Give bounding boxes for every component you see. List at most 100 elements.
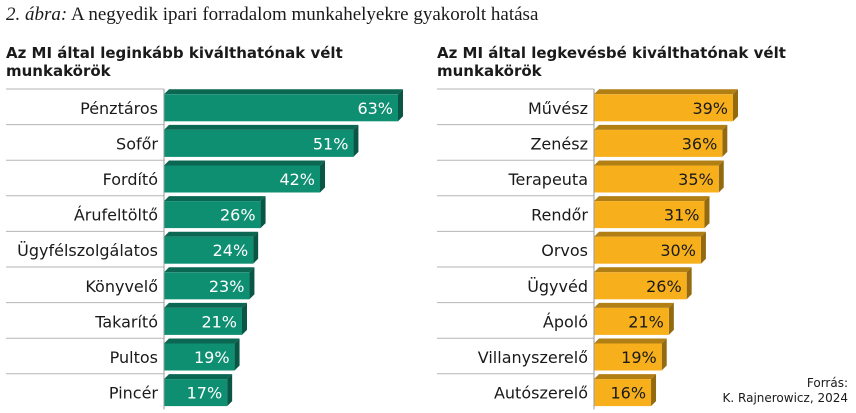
bar-top-face — [594, 124, 728, 130]
bar-top-face — [164, 231, 259, 237]
bar-side-face — [249, 267, 255, 300]
bar — [164, 201, 261, 229]
bar — [594, 307, 669, 335]
category-label: Ápoló — [543, 312, 588, 331]
bar-top-face — [594, 267, 692, 273]
bar-side-face — [704, 196, 710, 229]
source-note: Forrás: K. Rajnerowicz, 2024 — [723, 376, 848, 406]
category-label: Zenész — [530, 134, 588, 153]
bar-side-face — [651, 374, 657, 407]
bar-top-face — [594, 89, 738, 95]
bar-top-face — [164, 302, 247, 308]
category-label: Takarító — [94, 312, 158, 331]
bar-top-face — [594, 160, 724, 166]
bar — [164, 165, 320, 193]
chart-title-line-2: munkakörök — [6, 62, 112, 80]
value-label: 21% — [201, 312, 237, 331]
value-label: 23% — [209, 277, 245, 296]
category-label: Pultos — [110, 348, 158, 367]
bar-side-face — [722, 124, 728, 157]
bar — [164, 272, 250, 300]
value-label: 36% — [682, 134, 718, 153]
bar-side-face — [227, 374, 233, 407]
bar-side-face — [661, 338, 667, 371]
bar-top-face — [164, 89, 403, 95]
value-label: 30% — [660, 241, 696, 260]
bar-side-face — [242, 302, 247, 335]
bar-top-face — [164, 124, 359, 130]
bar-top-face — [164, 267, 255, 273]
bar-top-face — [164, 338, 240, 344]
bar-top-face — [594, 196, 710, 202]
category-label: Orvos — [541, 241, 588, 260]
category-label: Könyvelő — [85, 277, 158, 296]
chart-panel-2: Az MI által legkevésbé kiválthatónak vél… — [437, 44, 786, 410]
source-citation: K. Rajnerowicz, 2024 — [722, 391, 848, 405]
value-label: 35% — [678, 170, 714, 189]
bar — [594, 201, 705, 229]
chart-title-line-2: munkakörök — [437, 62, 543, 80]
bar-top-face — [594, 231, 706, 237]
chart-title-line-1: Az MI által legkevésbé kiválthatónak vél… — [437, 44, 786, 62]
bar-side-face — [668, 302, 674, 335]
bar-side-face — [253, 231, 259, 264]
value-label: 42% — [279, 170, 315, 189]
bar-side-face — [700, 231, 706, 264]
category-label: Pénztáros — [80, 99, 158, 118]
chart-title-line-1: Az MI által leginkább kiválthatónak vélt — [6, 44, 343, 62]
value-label: 24% — [213, 241, 249, 260]
category-label: Pincér — [109, 384, 159, 403]
category-label: Árufeltöltő — [74, 206, 158, 225]
bar — [594, 94, 733, 122]
figure-title: 2. ábra: A negyedik ipari forradalom mun… — [6, 4, 538, 26]
value-label: 16% — [610, 384, 646, 403]
value-label: 31% — [664, 206, 700, 225]
bar — [594, 343, 662, 371]
bar-side-face — [718, 160, 724, 193]
value-label: 26% — [646, 277, 682, 296]
value-label: 17% — [187, 384, 223, 403]
value-label: 26% — [220, 206, 256, 225]
category-label: Ügyvéd — [527, 277, 588, 296]
bar-side-face — [733, 89, 738, 122]
bar — [594, 379, 652, 407]
value-label: 19% — [194, 348, 230, 367]
category-label: Művész — [528, 99, 588, 118]
figure-title-text: A negyedik ipari forradalom munkahelyekr… — [70, 4, 539, 25]
bar — [164, 343, 235, 371]
bar — [164, 379, 228, 407]
value-label: 39% — [692, 99, 728, 118]
bar — [594, 236, 701, 264]
bar — [594, 272, 687, 300]
bar-side-face — [234, 338, 240, 371]
bar — [594, 165, 719, 193]
category-label: Terapeuta — [508, 170, 589, 189]
category-label: Villanyszerelő — [478, 348, 588, 367]
value-label: 63% — [357, 99, 393, 118]
bar — [164, 129, 354, 157]
bar — [164, 236, 254, 264]
bar-side-face — [260, 196, 266, 229]
bar — [594, 129, 723, 157]
bar-top-face — [594, 374, 657, 380]
bar-side-face — [686, 267, 692, 300]
figure-title-lead: 2. ábra: — [6, 4, 68, 25]
category-label: Autószerelő — [494, 384, 588, 403]
bar — [164, 94, 398, 122]
source-label: Forrás: — [806, 376, 848, 390]
category-label: Fordító — [103, 170, 158, 189]
bar-side-face — [320, 160, 325, 193]
bar-side-face — [353, 124, 359, 157]
bar-top-face — [164, 374, 233, 380]
bar-top-face — [164, 196, 266, 202]
bar-side-face — [398, 89, 403, 122]
category-label: Ügyfélszolgálatos — [17, 241, 158, 260]
category-label: Sofőr — [116, 134, 158, 153]
value-label: 51% — [313, 134, 349, 153]
category-label: Rendőr — [531, 206, 588, 225]
bar-top-face — [164, 160, 325, 166]
value-label: 21% — [628, 312, 664, 331]
chart-panel-1: Az MI által leginkább kiválthatónak vélt… — [6, 44, 403, 410]
bar — [164, 307, 242, 335]
